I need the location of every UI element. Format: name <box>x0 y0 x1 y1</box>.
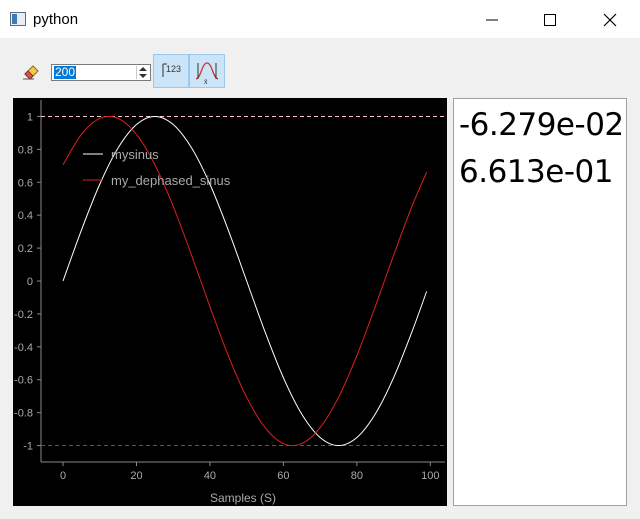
spin-down-icon[interactable] <box>139 74 147 78</box>
readout-value-1: -6.279e-02 <box>459 107 624 143</box>
toolbar: 200 123 x̄ <box>0 38 640 96</box>
y-tick-label: 1 <box>27 111 33 123</box>
y-tick-label: 0.8 <box>18 144 33 156</box>
minimize-button[interactable] <box>469 0 515 38</box>
minimize-icon <box>486 19 498 21</box>
x-axis-label: Samples (S) <box>210 491 276 505</box>
maximize-button[interactable] <box>527 0 573 38</box>
y-tick-label: 0 <box>27 276 33 288</box>
readout-value-2: 6.613e-01 <box>459 154 613 190</box>
legend-label: my_dephased_sinus <box>111 173 231 188</box>
line-chart[interactable]: 1 0.8 0.6 0.4 0.2 0 -0.2 -0.4 -0.6 -0.8 -1 0 20 40 60 8… <box>13 98 447 506</box>
readout-panel: -6.279e-02 6.613e-01 <box>453 98 627 506</box>
y-tick-label: -0.8 <box>14 408 33 420</box>
close-icon <box>603 13 617 27</box>
gaussian-fit-button[interactable]: x̄ <box>189 54 225 88</box>
title-bar: python <box>0 0 640 38</box>
clear-button[interactable] <box>22 62 42 85</box>
y-tick-label: 0.2 <box>18 243 33 255</box>
y-tick-label: -0.2 <box>14 309 33 321</box>
x-tick-label: 20 <box>130 470 142 482</box>
app-window-icon <box>10 12 26 26</box>
x-tick-label: 60 <box>277 470 289 482</box>
sample-count-spinbox[interactable]: 200 <box>51 64 151 81</box>
y-tick-label: -0.4 <box>14 342 33 354</box>
number-format-button[interactable]: 123 <box>153 54 189 88</box>
y-tick-label: -0.6 <box>14 375 33 387</box>
x-tick-label: 80 <box>351 470 363 482</box>
maximize-icon <box>544 14 556 26</box>
series-line-my_dephased_sinus <box>62 115 428 447</box>
eraser-icon <box>23 65 39 80</box>
sample-count-value[interactable]: 200 <box>54 65 77 79</box>
y-tick-label: 0.4 <box>18 210 33 222</box>
window-title: python <box>33 11 79 28</box>
svg-text:123: 123 <box>166 64 181 74</box>
x-tick-label: 100 <box>421 470 439 482</box>
spin-arrows[interactable] <box>136 66 149 79</box>
x-tick-label: 0 <box>60 470 66 482</box>
series-line-mysinus <box>62 115 428 447</box>
number-format-icon: 123 <box>162 63 181 77</box>
y-tick-label: -1 <box>23 441 33 453</box>
plot-area[interactable]: 1 0.8 0.6 0.4 0.2 0 -0.2 -0.4 -0.6 -0.8 -1 0 20 40 60 8… <box>13 98 447 506</box>
gaussian-fit-icon: x̄ <box>195 62 219 86</box>
close-button[interactable] <box>587 0 633 38</box>
svg-text:x̄: x̄ <box>204 79 208 86</box>
legend-label: mysinus <box>111 147 159 162</box>
x-tick-label: 40 <box>204 470 216 482</box>
spin-up-icon[interactable] <box>139 67 147 71</box>
y-tick-label: 0.6 <box>18 177 33 189</box>
